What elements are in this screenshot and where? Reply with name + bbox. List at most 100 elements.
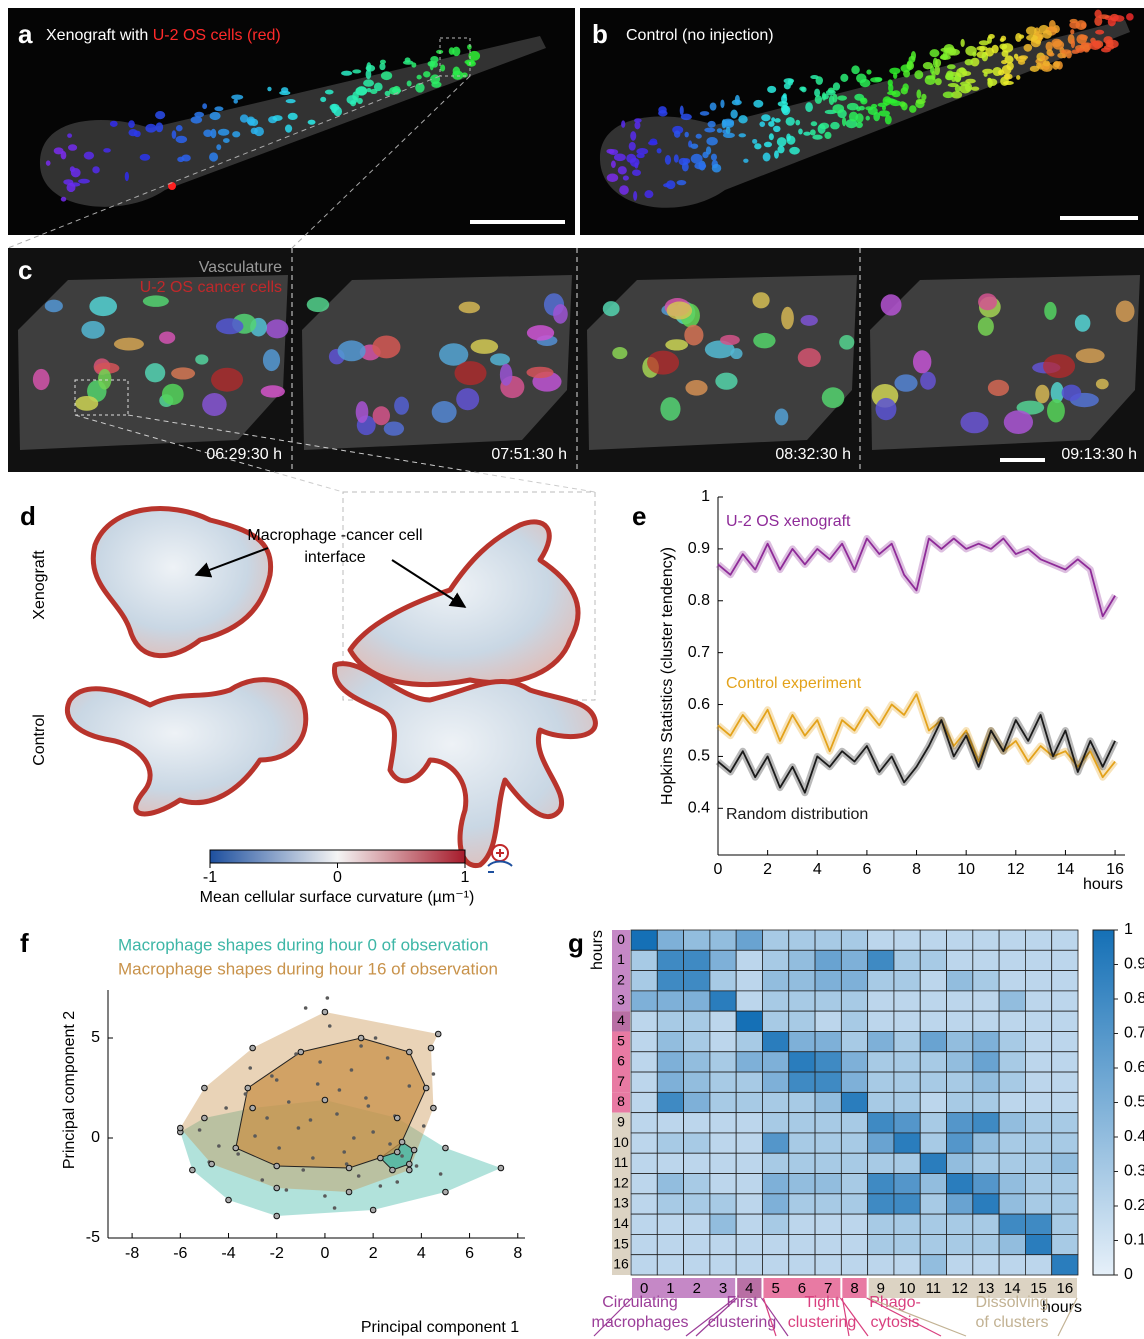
point [352, 1136, 356, 1140]
cell [777, 146, 784, 154]
heatmap-cell [762, 1153, 788, 1173]
y-tick-label: -5 [86, 1229, 100, 1246]
cell [394, 397, 409, 415]
cell [665, 155, 671, 165]
cell [875, 77, 883, 81]
heatmap-cell [894, 1072, 920, 1092]
panel-label: d [20, 501, 36, 531]
cell [1096, 379, 1109, 390]
heatmap-cell [920, 971, 946, 991]
cell [67, 133, 72, 138]
cell [110, 121, 118, 127]
heatmap-cell [815, 950, 841, 970]
heatmap-cell [1052, 1113, 1078, 1133]
cell [795, 120, 800, 126]
heatmap-cell [631, 1153, 657, 1173]
heatmap-cell [710, 950, 736, 970]
cell [1030, 66, 1039, 72]
cell [623, 176, 629, 181]
cell [632, 169, 641, 175]
cell [1075, 315, 1091, 332]
heatmap-cell [736, 1072, 762, 1092]
heatmap-cell [973, 1052, 999, 1072]
heatmap-cell [868, 1072, 894, 1092]
heatmap-cell [1025, 930, 1051, 950]
heatmap-cell [1052, 1234, 1078, 1254]
point [323, 1194, 327, 1198]
cell [726, 127, 731, 134]
point [270, 1074, 274, 1078]
cell [650, 139, 658, 144]
heatmap-cell [684, 1133, 710, 1153]
heatmap-cell [868, 1113, 894, 1133]
row-label: 14 [613, 1215, 629, 1231]
heatmap-cell [999, 1133, 1025, 1153]
heatmap-cell [789, 1052, 815, 1072]
heatmap-cell [736, 1031, 762, 1051]
heatmap-cell [815, 1072, 841, 1092]
cell [380, 60, 386, 64]
cell [913, 350, 931, 373]
x-tick-label: 8 [513, 1245, 522, 1262]
point [367, 1104, 371, 1108]
heatmap-cell [999, 1113, 1025, 1133]
heatmap-cell [710, 1092, 736, 1112]
heatmap-cell [841, 1255, 867, 1275]
point [386, 1056, 390, 1060]
heatmap-cell [657, 1072, 683, 1092]
point [408, 1084, 412, 1088]
x-tick-label: 8 [912, 861, 921, 878]
cell [696, 134, 702, 139]
heatmap-cell [684, 1255, 710, 1275]
cell [972, 51, 976, 56]
heatmap-cell [789, 1113, 815, 1133]
hull-vertex [322, 1097, 328, 1103]
colorbar-tick-label: 0.4 [1124, 1128, 1144, 1145]
heatmap-cell [1025, 950, 1051, 970]
cell [665, 339, 688, 350]
heatmap-cell [999, 930, 1025, 950]
cell [909, 105, 916, 113]
hull-vertex [443, 1145, 449, 1151]
cell [68, 144, 77, 151]
point [236, 1152, 240, 1156]
y-tick-label: 0 [91, 1129, 100, 1146]
heatmap-cell [789, 1153, 815, 1173]
cell [674, 131, 680, 138]
heatmap-cell [631, 1234, 657, 1254]
heatmap-cell [631, 1031, 657, 1051]
heatmap-cell [1025, 1072, 1051, 1092]
row-label: 2 [617, 971, 625, 987]
hull-vertex [202, 1085, 208, 1091]
cell [978, 317, 994, 336]
heatmap-cell [999, 1174, 1025, 1194]
cell [352, 69, 361, 73]
cell [962, 71, 971, 76]
column-label: 2 [693, 1280, 701, 1297]
cell [633, 191, 637, 201]
heatmap-cell [841, 1194, 867, 1214]
cell [894, 374, 917, 391]
cell [89, 297, 117, 317]
cell [634, 118, 642, 123]
cell [960, 412, 988, 434]
heatmap-cell [710, 1031, 736, 1051]
heatmap-cell [789, 1255, 815, 1275]
y-tick-label: 0.7 [688, 644, 710, 661]
cell [890, 100, 901, 106]
heatmap-cell [868, 1214, 894, 1234]
heatmap-cell [736, 991, 762, 1011]
cell [1002, 65, 1012, 75]
cell [1069, 21, 1080, 29]
heatmap-cell [631, 1255, 657, 1275]
heatmap-cell [789, 1234, 815, 1254]
hull-vertex [394, 1115, 400, 1121]
cell [247, 116, 256, 125]
heatmap-cell [999, 971, 1025, 991]
cell [782, 105, 791, 115]
cell [752, 292, 769, 308]
x-tick-label: 6 [862, 861, 871, 878]
cell [921, 94, 926, 101]
cell [881, 294, 902, 315]
y-tick-label: 0.4 [688, 800, 710, 817]
